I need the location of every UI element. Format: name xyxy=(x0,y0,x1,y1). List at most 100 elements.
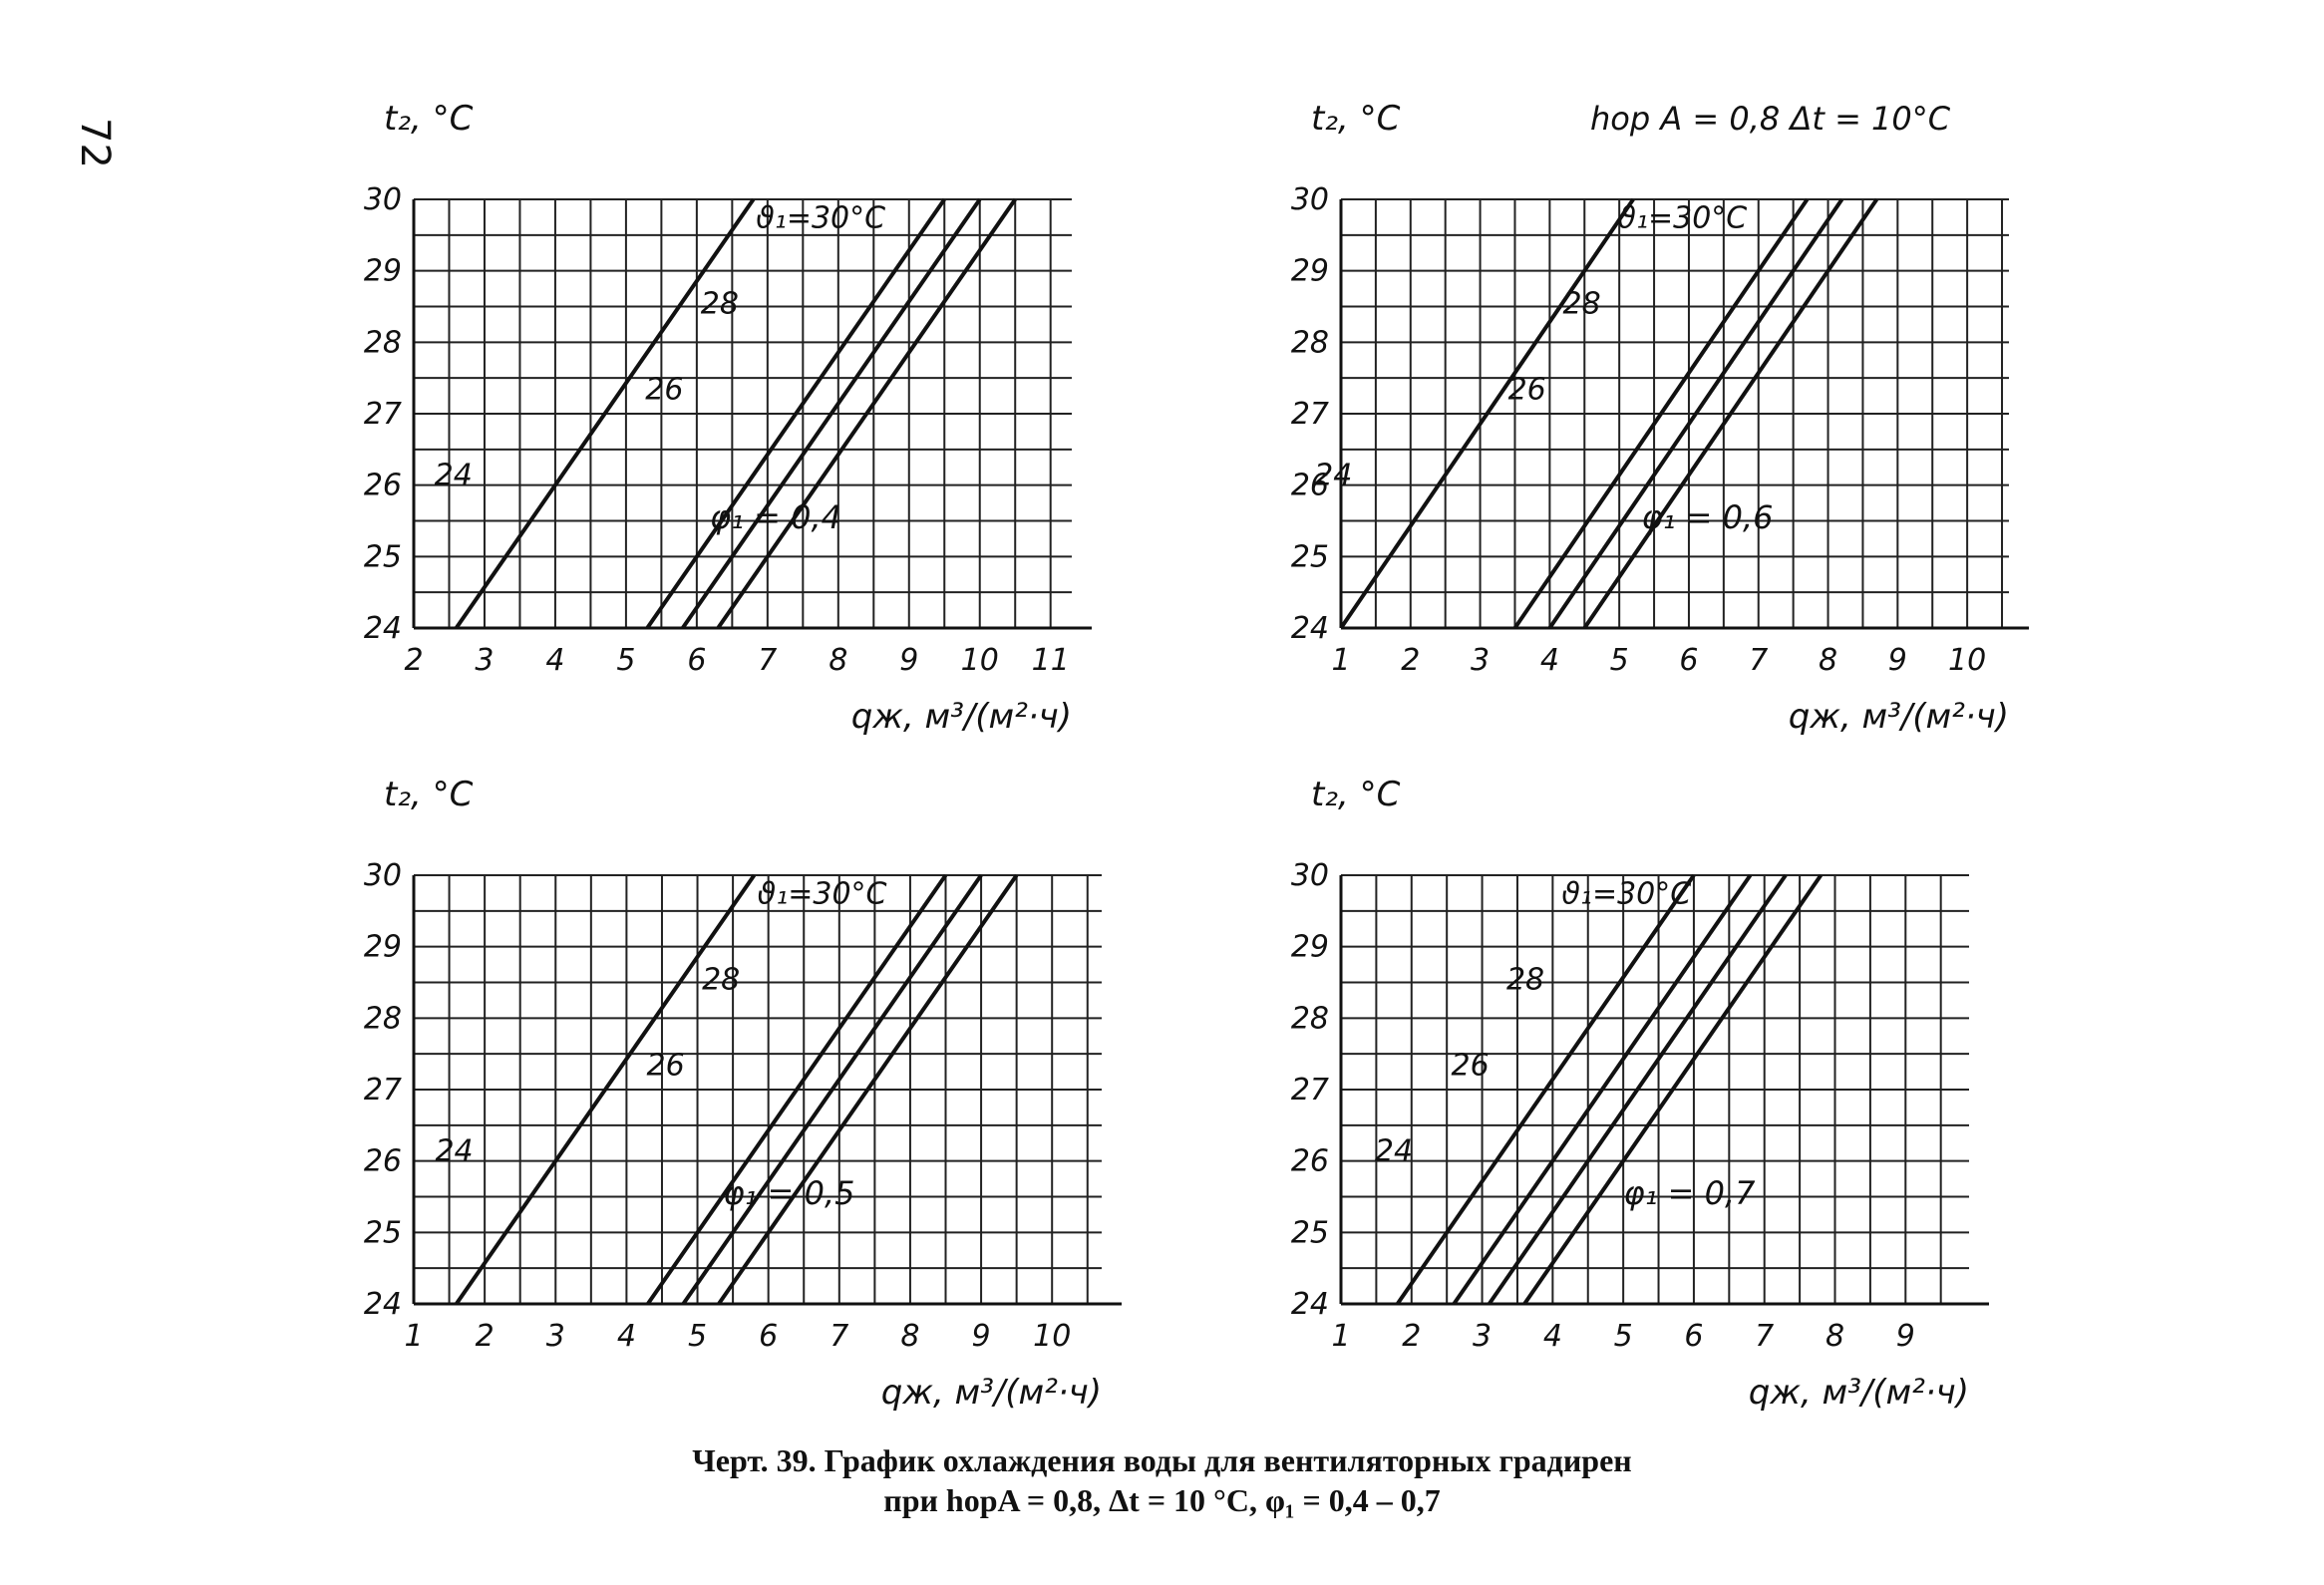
x-tick-label: 11 xyxy=(1032,643,1070,678)
series-line-2 xyxy=(1488,873,1788,1306)
y-tick-label: 30 xyxy=(364,182,402,217)
y-tick-label: 26 xyxy=(364,1144,402,1179)
series-line-2 xyxy=(681,197,982,630)
x-tick-label: 10 xyxy=(1948,643,1986,678)
x-tick-label: 7 xyxy=(830,1319,848,1354)
series-line-1 xyxy=(1582,197,1879,630)
series-line-2 xyxy=(681,873,983,1306)
chart-2: 1 2 3 4 5 6 7 8 9 1024252627282930ϑ₁=30°C282624t₂… xyxy=(1291,99,2029,737)
y-tick-label: 24 xyxy=(364,1287,402,1322)
x-tick-label: 4 xyxy=(545,643,564,678)
x-tick-label: 6 xyxy=(1679,643,1698,678)
series-line-3 xyxy=(1452,873,1753,1306)
x-tick-label: 4 xyxy=(1540,643,1559,678)
y-axis-label: t₂, °C xyxy=(384,775,474,814)
x-tick-label: 7 xyxy=(1749,643,1768,678)
x-tick-label: 7 xyxy=(758,643,777,678)
x-tick-label: 1 xyxy=(404,1319,423,1354)
series-label: 24 xyxy=(435,1134,473,1169)
chart-4: 1 2 3 4 5 6 7 8 9 24 25 26 27 28 29 30 ϑ₁=30°C 28 26 24 t₂, … xyxy=(1291,775,1989,1413)
x-tick-label: 9 xyxy=(1888,643,1907,678)
grid xyxy=(413,874,1102,1305)
x-tick-label: 9 xyxy=(899,643,918,678)
y-tick-label: 30 xyxy=(1291,858,1329,893)
series-line-2 xyxy=(1547,197,1844,630)
x-tick-label: 3 xyxy=(1473,1319,1492,1354)
x-tick-label: 10 xyxy=(1033,1319,1071,1354)
x-tick-label: 5 xyxy=(1614,1319,1633,1354)
x-axis-label: qж, м³/(м²·ч) xyxy=(1789,697,2009,737)
x-tick-label: 6 xyxy=(687,643,706,678)
y-tick-label: 24 xyxy=(1291,1287,1329,1322)
panel-header: hор A = 0,8 Δt = 10°C xyxy=(1590,100,1951,138)
y-tick-label: 27 xyxy=(364,397,402,432)
y-tick-label: 28 xyxy=(364,325,402,360)
series-line-1 xyxy=(716,197,1017,630)
y-tick-label: 27 xyxy=(1291,397,1329,432)
x-axis-label: qж, м³/(м²·ч) xyxy=(881,1373,1102,1413)
y-tick-label: 24 xyxy=(1291,611,1329,646)
grid xyxy=(413,198,1072,629)
series-label: 24 xyxy=(1375,1134,1413,1169)
y-tick-label: 25 xyxy=(1291,539,1329,574)
x-tick-label: 10 xyxy=(961,643,999,678)
series-label: 24 xyxy=(435,459,473,493)
series-label: 28 xyxy=(1506,963,1544,998)
series-line-4 xyxy=(1339,197,1635,630)
series-label: 26 xyxy=(1508,373,1546,408)
x-tick-label: 8 xyxy=(900,1319,919,1354)
grid xyxy=(1340,874,1969,1305)
x-tick-label: 2 xyxy=(476,1319,495,1354)
y-tick-label: 25 xyxy=(364,1215,402,1250)
series-label: 26 xyxy=(645,373,683,408)
grid xyxy=(1340,198,2009,629)
x-tick-label: 8 xyxy=(1819,643,1837,678)
y-axis-label: t₂, °C xyxy=(1311,775,1401,814)
y-tick-label: 27 xyxy=(364,1073,402,1108)
y-tick-label: 25 xyxy=(364,539,402,574)
series-line-1 xyxy=(1522,873,1823,1306)
x-tick-label: 9 xyxy=(972,1319,991,1354)
series-label: ϑ₁=30°C xyxy=(1561,877,1691,912)
phi-label: φ₁ = 0,5 xyxy=(724,1174,855,1212)
x-tick-label: 8 xyxy=(1826,1319,1844,1354)
x-tick-label: 3 xyxy=(546,1319,565,1354)
x-tick-label: 7 xyxy=(1755,1319,1774,1354)
y-tick-label: 29 xyxy=(1291,930,1329,965)
y-axis-label: t₂, °C xyxy=(384,99,474,139)
x-tick-label: 1 xyxy=(1331,1319,1350,1354)
series-label: 26 xyxy=(1452,1049,1490,1084)
x-tick-label: 1 xyxy=(1331,643,1350,678)
series-label: ϑ₁=30°C xyxy=(758,877,887,912)
x-tick-label: 4 xyxy=(617,1319,636,1354)
y-axis-label: t₂, °C xyxy=(1311,99,1401,139)
y-tick-label: 29 xyxy=(364,930,402,965)
y-tick-label: 30 xyxy=(364,858,402,893)
x-tick-label: 2 xyxy=(1401,643,1420,678)
phi-label: φ₁ = 0,4 xyxy=(710,498,841,536)
series-label: 24 xyxy=(1314,459,1352,493)
x-axis-label: qж, м³/(м²·ч) xyxy=(851,697,1072,737)
figure-caption-line2: при hорA = 0,8, Δt = 10 °C, φ₁ = 0,4 – 0… xyxy=(883,1482,1441,1518)
x-tick-label: 5 xyxy=(688,1319,707,1354)
series-line-3 xyxy=(645,197,946,630)
y-tick-label: 26 xyxy=(364,469,402,503)
x-tick-label: 8 xyxy=(829,643,847,678)
x-tick-label: 5 xyxy=(1610,643,1629,678)
x-tick-label: 6 xyxy=(1684,1319,1703,1354)
x-tick-label: 4 xyxy=(1543,1319,1562,1354)
x-axis-label: qж, м³/(м²·ч) xyxy=(1749,1373,1969,1413)
y-tick-label: 26 xyxy=(1291,1144,1329,1179)
series-label: 28 xyxy=(701,287,739,322)
y-tick-label: 27 xyxy=(1291,1073,1329,1108)
series-line-4 xyxy=(1395,873,1696,1306)
x-tick-label: 2 xyxy=(404,643,423,678)
series-line-3 xyxy=(1512,197,1810,630)
series-label: ϑ₁=30°C xyxy=(756,201,885,236)
y-tick-label: 28 xyxy=(364,1001,402,1036)
series-label: 28 xyxy=(702,963,740,998)
figure-caption-line1: Черт. 39. График охлаждения воды для вен… xyxy=(692,1442,1632,1478)
y-tick-label: 29 xyxy=(364,254,402,289)
series-line-4 xyxy=(455,873,757,1306)
x-tick-label: 9 xyxy=(1896,1319,1915,1354)
